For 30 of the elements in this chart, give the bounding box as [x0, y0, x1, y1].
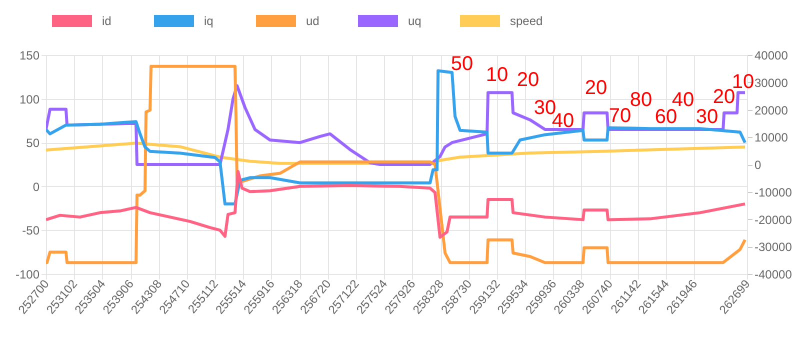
y-tick-label: 150 — [19, 48, 40, 62]
annotation: 60 — [654, 106, 678, 128]
legend-label: id — [102, 14, 112, 28]
y2-tick-label: -30000 — [754, 240, 792, 254]
y-tick-label: 50 — [26, 136, 40, 150]
legend-label: uq — [408, 14, 422, 28]
y-tick-label: -50 — [22, 224, 40, 238]
annotation: 30 — [534, 97, 556, 119]
annotation: 80 — [630, 89, 652, 111]
y2-tick-label: -10000 — [754, 185, 792, 200]
y2-tick-label: 10000 — [754, 130, 788, 145]
y2-tick-label: 20000 — [754, 103, 788, 118]
y2-tick-label: -40000 — [754, 268, 792, 282]
y2-tick-label: 30000 — [754, 76, 788, 90]
legend-label: speed — [510, 14, 543, 28]
annotation: 20 — [712, 86, 736, 108]
annotation: 70 — [608, 105, 632, 127]
y2-tick-label: 0 — [754, 158, 762, 172]
annotation: 30 — [696, 106, 718, 128]
legend-label: ud — [306, 14, 320, 28]
annotation: 20 — [584, 77, 608, 99]
annotation: 20 — [516, 69, 540, 91]
legend-label: iq — [204, 14, 214, 28]
y-tick-label: -100 — [15, 268, 40, 282]
y2-tick-label: -20000 — [754, 212, 792, 227]
annotation: 10 — [486, 64, 508, 86]
y-tick-label: 0 — [32, 180, 40, 194]
y-tick-label: 100 — [19, 92, 40, 106]
y2-tick-label: 40000 — [754, 48, 788, 62]
annotation: 50 — [450, 53, 474, 75]
